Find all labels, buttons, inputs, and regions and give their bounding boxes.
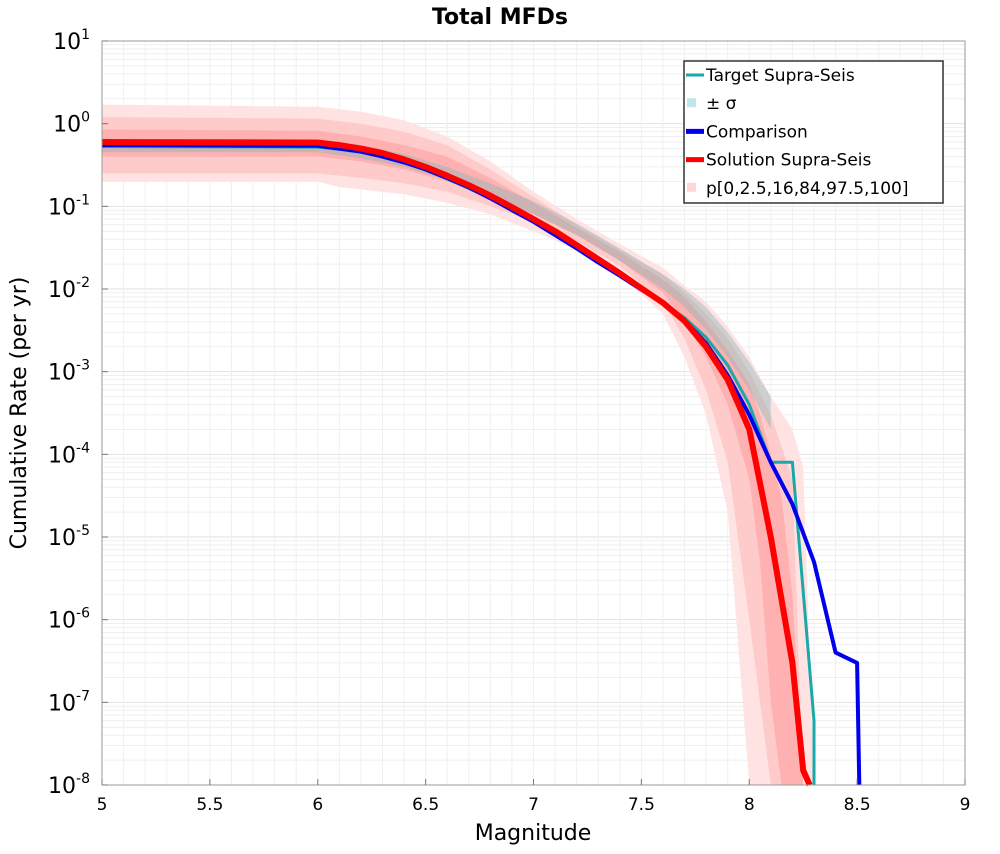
y-tick-label: 10-8 <box>48 771 90 799</box>
y-tick-label: 10-5 <box>48 523 90 551</box>
y-axis-label: Cumulative Rate (per yr) <box>7 277 32 550</box>
x-tick-label: 6 <box>312 795 323 815</box>
y-axis-ticks: 10-8 10-7 10-6 10-5 10-4 10-3 10-2 10-1 100 101 <box>48 27 108 799</box>
y-tick-label: 10-7 <box>48 688 90 716</box>
x-tick-label: 7.5 <box>628 795 655 815</box>
legend-label-comparison: Comparison <box>706 122 808 142</box>
legend-box <box>683 60 944 204</box>
x-tick-label: 8 <box>744 795 755 815</box>
legend-label-p-0-2-5-16-84-97-5-100: p[0,2.5,16,84,97.5,100] <box>706 179 909 199</box>
band-p2.5-p97.5 <box>102 117 804 786</box>
x-tick-label: 7 <box>528 795 539 815</box>
y-tick-label: 10-3 <box>48 358 90 386</box>
y-tick-label: 10-2 <box>48 275 90 303</box>
x-tick-label: 5 <box>97 795 108 815</box>
y-tick-label: 100 <box>53 110 90 138</box>
percentile-bands <box>102 104 814 786</box>
x-tick-label: 8.5 <box>844 795 871 815</box>
y-tick-label: 10-4 <box>48 440 90 468</box>
y-tick-label: 10-6 <box>48 606 90 634</box>
legend-swatch-item <box>687 98 696 108</box>
series-line-solution-supra-seis <box>101 139 813 787</box>
legend-swatch-p-0-2-5-16-84-97-5-100 <box>687 182 696 192</box>
legend-label-target-supra-seis: Target Supra-Seis <box>705 66 855 86</box>
series-line-target-supra-seis <box>101 145 816 785</box>
legend-label-solution-supra-seis: Solution Supra-Seis <box>706 151 872 171</box>
x-tick-label: 6.5 <box>412 795 439 815</box>
band-p16-p84 <box>102 129 804 785</box>
x-tick-label: 5.5 <box>196 795 223 815</box>
chart-title: Total MFDs <box>432 5 568 30</box>
x-axis-ticks: 5 5.5 6 6.5 7 7.5 8 8.5 9 <box>97 779 971 815</box>
x-tick-label: 9 <box>960 795 971 815</box>
y-tick-label: 10-1 <box>48 192 90 220</box>
x-axis-label: Magnitude <box>475 821 592 846</box>
legend-label-item: ± σ <box>706 94 737 114</box>
legend: Target Supra-Seis ± σ Comparison Solution S… <box>683 60 944 204</box>
series-lines <box>101 139 862 787</box>
y-tick-label: 101 <box>53 27 90 55</box>
